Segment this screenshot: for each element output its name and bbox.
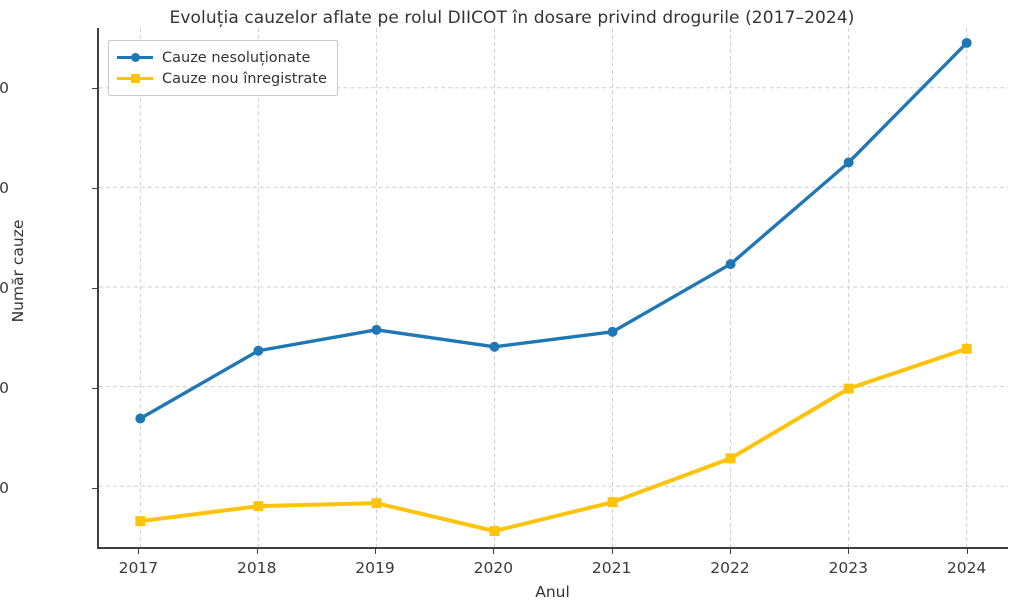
- legend-label: Cauze nesoluționate: [162, 49, 311, 66]
- series-line-1: [138, 41, 969, 421]
- legend-item-2[interactable]: Cauze nou înregistrate: [117, 68, 327, 89]
- legend-label: Cauze nou înregistrate: [162, 70, 327, 87]
- x-tick-mark: [729, 549, 731, 554]
- legend-marker-circle-icon: [130, 53, 140, 62]
- data-point-marker: [489, 526, 500, 537]
- y-axis-label: Număr cauze: [9, 219, 27, 323]
- data-point-marker: [725, 259, 736, 270]
- x-tick-label: 2018: [236, 559, 277, 577]
- data-point-marker: [489, 341, 500, 352]
- chart-title: Evoluția cauzelor aflate pe rolul DIICOT…: [169, 8, 855, 28]
- plot-area: [97, 28, 1008, 549]
- y-tick-label: 25000: [0, 179, 9, 197]
- y-tick-mark: [92, 188, 97, 189]
- x-tick-mark: [375, 549, 377, 554]
- data-point-marker: [135, 413, 146, 424]
- series-line-2: [138, 346, 969, 534]
- chart-legend: Cauze nesoluționate Cauze nou înregistrat…: [108, 40, 338, 96]
- x-tick-mark: [611, 549, 613, 554]
- x-tick-label: 2020: [473, 559, 514, 577]
- data-point-marker: [135, 516, 146, 527]
- legend-marker-square-icon: [130, 74, 140, 83]
- x-tick-label: 2023: [828, 559, 868, 577]
- data-point-marker: [607, 497, 618, 508]
- y-tick-label: 10000: [0, 479, 9, 497]
- x-tick-mark: [138, 549, 140, 554]
- x-tick-label: 2021: [591, 559, 632, 577]
- y-tick-mark: [92, 88, 97, 89]
- x-axis-label: Anul: [535, 583, 570, 601]
- y-tick-mark: [92, 488, 97, 489]
- x-tick-label: 2017: [118, 559, 159, 577]
- legend-swatch-circle-icon: [117, 51, 153, 65]
- data-point-marker: [253, 345, 264, 356]
- data-point-marker: [371, 498, 382, 509]
- y-tick-label: 20000: [0, 279, 9, 297]
- y-tick-label: 15000: [0, 379, 9, 397]
- x-tick-label: 2024: [946, 559, 987, 577]
- data-point-marker: [843, 383, 854, 394]
- y-tick-label: 30000: [0, 79, 9, 97]
- x-tick-label: 2019: [355, 559, 395, 577]
- y-tick-mark: [92, 388, 97, 389]
- data-point-marker: [253, 501, 264, 512]
- x-tick-mark: [493, 549, 495, 554]
- legend-swatch-square-icon: [117, 72, 153, 86]
- data-point-marker: [371, 324, 382, 335]
- legend-item-1[interactable]: Cauze nesoluționate: [117, 47, 327, 68]
- x-tick-mark: [966, 549, 968, 554]
- y-tick-mark: [92, 288, 97, 289]
- data-point-marker: [725, 453, 736, 464]
- x-tick-mark: [256, 549, 258, 554]
- data-point-marker: [843, 157, 854, 168]
- data-point-marker: [961, 343, 972, 354]
- data-point-marker: [961, 37, 972, 48]
- series-layer: [135, 37, 972, 537]
- x-tick-label: 2022: [710, 559, 750, 577]
- data-point-marker: [607, 326, 618, 337]
- x-tick-mark: [848, 549, 850, 554]
